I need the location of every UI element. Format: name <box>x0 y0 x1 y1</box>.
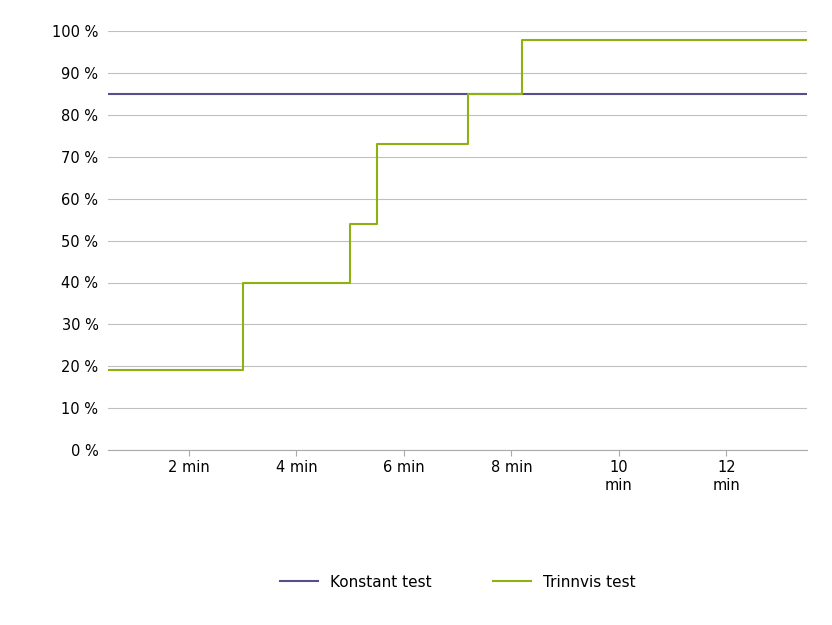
Trinnvis test <box>345 220 355 228</box>
Trinnvis test <box>372 141 382 148</box>
Legend: Konstant test, Trinnvis test: Konstant test, Trinnvis test <box>280 575 636 590</box>
Trinnvis test <box>802 36 812 43</box>
Trinnvis test <box>587 36 597 43</box>
Trinnvis test <box>587 36 597 43</box>
Trinnvis test <box>77 367 87 374</box>
Trinnvis test <box>372 220 382 228</box>
Trinnvis test <box>238 367 248 374</box>
Trinnvis test <box>463 90 473 98</box>
Trinnvis test <box>518 36 527 43</box>
Line: Trinnvis test: Trinnvis test <box>82 39 807 371</box>
Trinnvis test <box>238 279 248 286</box>
Trinnvis test <box>463 141 473 148</box>
Trinnvis test <box>518 90 527 98</box>
Trinnvis test <box>345 279 355 286</box>
